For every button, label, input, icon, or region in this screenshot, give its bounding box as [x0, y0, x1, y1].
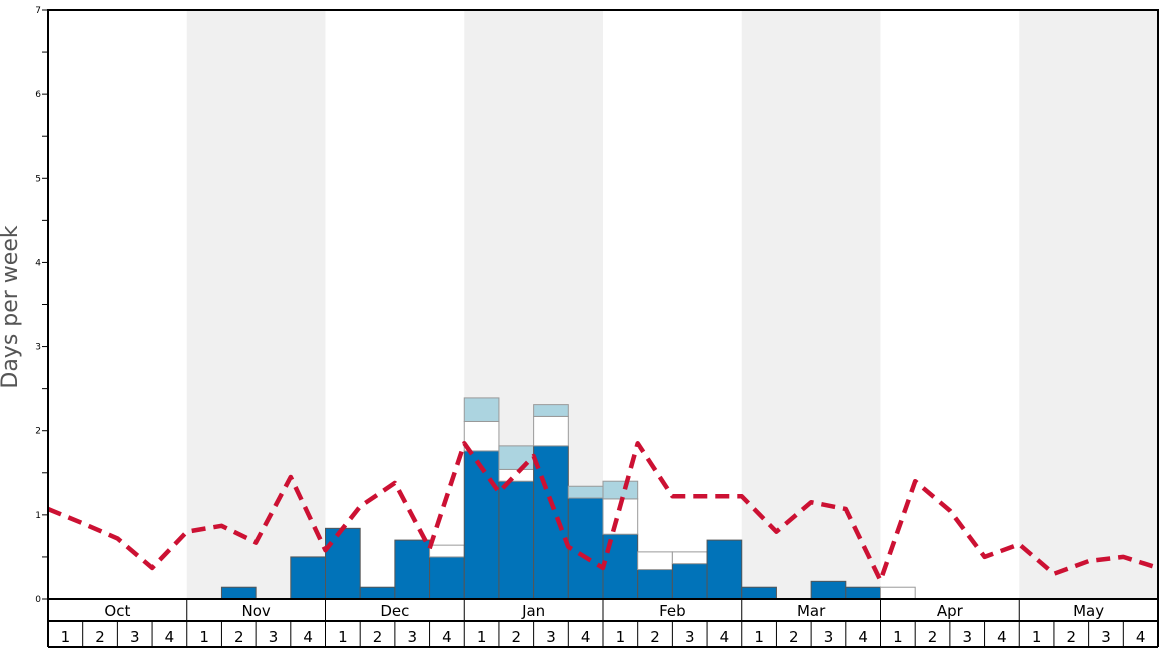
month-shade — [1019, 10, 1158, 599]
week-label: 3 — [269, 628, 279, 646]
bar-segment — [880, 586, 916, 600]
month-label: Feb — [659, 602, 686, 620]
week-label: 1 — [1032, 628, 1042, 646]
month-label: Jan — [521, 602, 545, 620]
bar-segment — [533, 445, 569, 600]
week-label: 3 — [685, 628, 695, 646]
week-label: 3 — [407, 628, 417, 646]
bar-segment — [498, 468, 535, 482]
bar-segment — [671, 563, 708, 600]
week-label: 4 — [303, 628, 313, 646]
bar-segment — [706, 539, 743, 600]
bar-segment — [810, 580, 847, 600]
week-label: 4 — [858, 628, 868, 646]
bar-segment — [325, 527, 361, 600]
month-shading — [186, 10, 1158, 599]
y-axis-label: Days per week — [0, 225, 23, 389]
bar-segment — [567, 497, 604, 600]
bar-segment — [845, 586, 881, 600]
month-label: Apr — [937, 602, 964, 620]
bar-segment — [602, 480, 639, 500]
week-label: 3 — [130, 628, 140, 646]
week-label: 1 — [338, 628, 348, 646]
bar-segment — [498, 480, 535, 600]
average-line-group — [47, 441, 1159, 583]
x-axis-labels: Oct Nov Dec Jan Feb Mar Apr May 1 2 3 4 1 2 3 4 1 2 3 4 1 2 3 4… — [47, 598, 1159, 648]
week-label: 4 — [720, 628, 730, 646]
month-shade — [186, 10, 326, 599]
y-tick-label: 6 — [35, 90, 41, 100]
week-label: 2 — [373, 628, 383, 646]
bar-segment — [463, 450, 500, 600]
bar-segment — [463, 397, 500, 422]
bar-segment — [429, 556, 465, 600]
y-tick-label: 5 — [35, 174, 41, 184]
month-label: Mar — [797, 602, 826, 620]
bar-segment — [220, 586, 257, 600]
week-label: 4 — [581, 628, 591, 646]
week-label: 3 — [824, 628, 834, 646]
y-tick-label: 4 — [35, 258, 41, 268]
week-label: 2 — [234, 628, 244, 646]
week-label: 4 — [997, 628, 1007, 646]
week-label: 1 — [199, 628, 209, 646]
week-label: 2 — [95, 628, 105, 646]
week-label: 1 — [477, 628, 487, 646]
week-label: 1 — [616, 628, 626, 646]
week-label: 3 — [962, 628, 972, 646]
month-label: May — [1073, 602, 1104, 620]
y-axis-ticks: 0 1 2 3 4 5 6 7 — [35, 6, 48, 605]
average-line — [47, 441, 1159, 583]
bar-segment — [498, 445, 535, 470]
bar-segment — [290, 556, 326, 600]
bar-segment — [637, 551, 673, 571]
week-label: 4 — [165, 628, 175, 646]
week-label: 2 — [1067, 628, 1077, 646]
week-label: 2 — [928, 628, 938, 646]
bar-segment — [637, 569, 673, 600]
week-label: 4 — [442, 628, 452, 646]
week-label: 2 — [650, 628, 660, 646]
week-label: 1 — [893, 628, 903, 646]
month-shade — [741, 10, 881, 599]
bar-segment — [394, 539, 431, 600]
y-tick-label: 0 — [35, 595, 41, 605]
bar-segment — [533, 415, 569, 447]
week-label: 3 — [1101, 628, 1111, 646]
bar-segment — [533, 404, 569, 417]
week-label: 1 — [61, 628, 71, 646]
bar-segment — [741, 586, 777, 600]
week-label: 2 — [789, 628, 799, 646]
weekly-bars — [220, 397, 916, 600]
y-tick-label: 1 — [35, 511, 41, 521]
week-label: 1 — [754, 628, 764, 646]
week-label: 2 — [512, 628, 522, 646]
bar-segment — [671, 551, 708, 565]
y-tick-label: 7 — [35, 6, 41, 16]
bar-segment — [463, 420, 500, 452]
y-tick-label: 2 — [35, 427, 41, 437]
week-label: 4 — [1136, 628, 1146, 646]
y-tick-label: 3 — [35, 343, 41, 353]
bar-segment — [359, 586, 396, 600]
month-label: Nov — [241, 602, 270, 620]
week-label: 3 — [546, 628, 556, 646]
month-label: Dec — [380, 602, 409, 620]
month-label: Oct — [104, 602, 130, 620]
bar-segment — [567, 485, 604, 499]
bar-segment — [429, 544, 465, 558]
